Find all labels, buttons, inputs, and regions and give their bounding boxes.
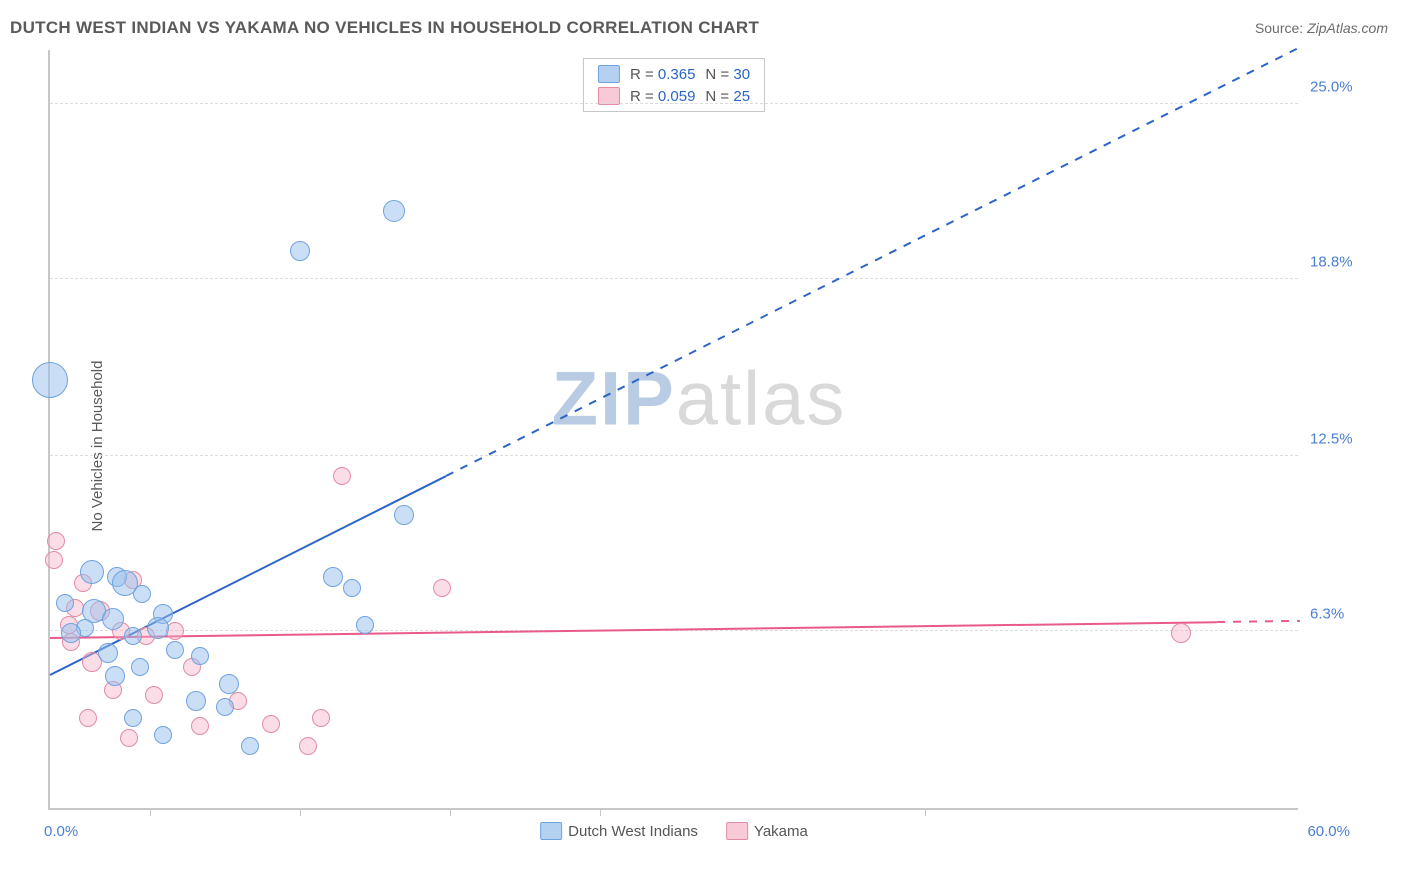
scatter-point-blue <box>323 567 343 587</box>
y-tick-label: 18.8% <box>1310 253 1353 270</box>
x-tick <box>925 808 926 816</box>
scatter-point-pink <box>1171 623 1191 643</box>
scatter-point-blue <box>112 570 138 596</box>
scatter-point-blue <box>131 658 149 676</box>
scatter-point-blue <box>147 617 169 639</box>
plot-area: ZIPatlas R = 0.365 N = 30 R = 0.059 N = … <box>48 50 1298 810</box>
scatter-point-blue <box>290 241 310 261</box>
x-axis-max-label: 60.0% <box>1307 823 1350 840</box>
gridline-h <box>50 455 1298 456</box>
scatter-point-blue <box>356 616 374 634</box>
chart-container: ZIPatlas R = 0.365 N = 30 R = 0.059 N = … <box>48 50 1388 830</box>
scatter-point-blue <box>105 666 125 686</box>
legend-row-pink: R = 0.059 N = 25 <box>598 87 750 105</box>
legend-row-blue: R = 0.365 N = 30 <box>598 65 750 83</box>
source-value: ZipAtlas.com <box>1307 20 1388 36</box>
scatter-point-blue <box>56 594 74 612</box>
chart-title: DUTCH WEST INDIAN VS YAKAMA NO VEHICLES … <box>10 18 759 38</box>
watermark-atlas: atlas <box>676 356 847 441</box>
y-tick-label: 25.0% <box>1310 79 1353 96</box>
x-tick <box>600 808 601 816</box>
swatch-blue <box>598 65 620 83</box>
x-tick <box>300 808 301 816</box>
legend-label: Yakama <box>754 823 808 840</box>
scatter-point-blue <box>343 579 361 597</box>
scatter-point-blue <box>80 560 104 584</box>
scatter-point-pink <box>433 579 451 597</box>
scatter-point-pink <box>145 686 163 704</box>
scatter-point-pink <box>312 709 330 727</box>
swatch-pink <box>726 822 748 840</box>
y-tick-label: 6.3% <box>1310 605 1344 622</box>
scatter-point-pink <box>120 729 138 747</box>
x-axis-min-label: 0.0% <box>44 823 78 840</box>
y-tick-label: 12.5% <box>1310 431 1353 448</box>
regression-extrapolation-pink <box>1217 620 1300 623</box>
scatter-point-blue <box>383 200 405 222</box>
gridline-h <box>50 278 1298 279</box>
scatter-point-pink <box>262 715 280 733</box>
scatter-point-blue <box>216 698 234 716</box>
scatter-point-blue <box>166 641 184 659</box>
swatch-pink <box>598 87 620 105</box>
scatter-point-blue <box>219 674 239 694</box>
scatter-point-blue <box>61 623 81 643</box>
scatter-point-pink <box>299 737 317 755</box>
scatter-point-blue <box>102 608 124 630</box>
scatter-point-blue <box>394 505 414 525</box>
n-label: N = 30 <box>705 66 750 83</box>
scatter-point-blue <box>124 709 142 727</box>
scatter-point-pink <box>333 467 351 485</box>
regression-extrapolation-blue <box>445 46 1300 477</box>
scatter-point-blue <box>124 627 142 645</box>
scatter-point-pink <box>47 532 65 550</box>
source-attribution: Source: ZipAtlas.com <box>1255 20 1388 36</box>
x-tick <box>450 808 451 816</box>
gridline-h <box>50 103 1298 104</box>
swatch-blue <box>540 822 562 840</box>
scatter-point-pink <box>191 717 209 735</box>
source-label: Source: <box>1255 20 1303 36</box>
scatter-point-blue <box>191 647 209 665</box>
scatter-point-pink <box>45 551 63 569</box>
legend-label: Dutch West Indians <box>568 823 698 840</box>
r-label: R = 0.365 <box>630 66 695 83</box>
scatter-point-blue <box>241 737 259 755</box>
legend-item-pink: Yakama <box>726 822 808 840</box>
scatter-point-blue <box>186 691 206 711</box>
scatter-point-blue <box>98 643 118 663</box>
n-label: N = 25 <box>705 88 750 105</box>
scatter-point-pink <box>79 709 97 727</box>
scatter-point-blue <box>154 726 172 744</box>
legend-series: Dutch West Indians Yakama <box>540 822 808 840</box>
legend-item-blue: Dutch West Indians <box>540 822 698 840</box>
x-tick <box>150 808 151 816</box>
r-label: R = 0.059 <box>630 88 695 105</box>
scatter-point-blue <box>32 362 68 398</box>
